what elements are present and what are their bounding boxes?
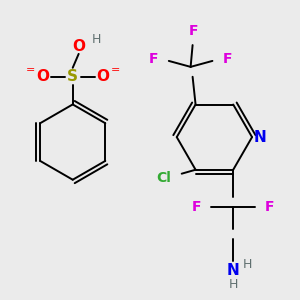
- Text: N: N: [254, 130, 266, 145]
- Text: N: N: [227, 263, 240, 278]
- Text: F: F: [189, 24, 198, 38]
- Text: H: H: [229, 278, 238, 291]
- Text: O: O: [96, 69, 109, 84]
- Text: F: F: [223, 52, 232, 66]
- Text: Cl: Cl: [156, 171, 171, 185]
- Text: S: S: [67, 69, 78, 84]
- Text: H: H: [92, 32, 101, 46]
- Text: O: O: [72, 40, 85, 55]
- Text: H: H: [242, 258, 252, 271]
- Text: =: =: [26, 65, 35, 75]
- Text: O: O: [37, 69, 50, 84]
- Text: F: F: [149, 52, 159, 66]
- Text: F: F: [265, 200, 274, 214]
- Text: =: =: [111, 65, 120, 75]
- Text: F: F: [192, 200, 201, 214]
